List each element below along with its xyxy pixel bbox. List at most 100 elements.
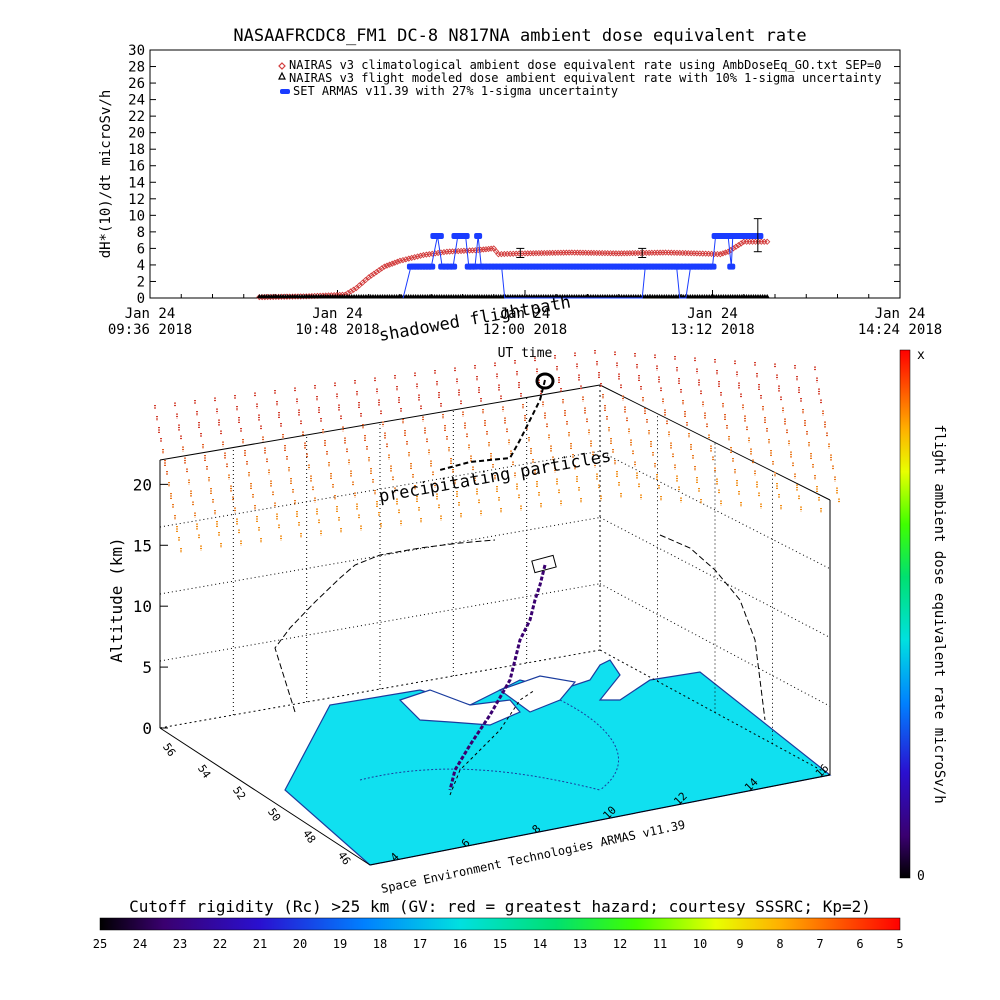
data-point-climatological bbox=[764, 238, 771, 245]
data-point-climatological bbox=[417, 252, 424, 259]
data-point-climatological bbox=[443, 248, 451, 255]
rigidity-tick-label: 24 bbox=[133, 937, 147, 951]
data-point-climatological bbox=[735, 241, 742, 249]
legend-entry-modeled: NAIRAS v3 flight modeled dose ambient eq… bbox=[289, 71, 881, 85]
data-point-armas bbox=[474, 233, 483, 239]
alt-tick-label: 20 bbox=[133, 475, 152, 494]
lat-tick-label: 56 bbox=[160, 741, 178, 759]
rigidity-bar-label: Cutoff rigidity (Rc) >25 km (GV: red = g… bbox=[129, 897, 871, 916]
axis-line bbox=[599, 384, 831, 501]
y-tick-label: 28 bbox=[128, 60, 145, 76]
data-point-climatological bbox=[440, 248, 448, 256]
data-point-climatological bbox=[449, 248, 456, 255]
data-point-climatological bbox=[466, 247, 473, 254]
alt-tick-label: 15 bbox=[133, 536, 152, 555]
rigidity-tick-label: 20 bbox=[293, 937, 307, 951]
data-point-climatological bbox=[460, 247, 468, 254]
y-tick-label: 2 bbox=[137, 274, 145, 290]
map-sea bbox=[398, 689, 521, 726]
data-point-climatological bbox=[381, 263, 388, 270]
data-point-climatological bbox=[391, 259, 398, 266]
y-axis-label: dH*(10)/dt microSv/h bbox=[98, 90, 114, 259]
grid-line bbox=[599, 450, 831, 570]
rigidity-tick-label: 12 bbox=[613, 937, 627, 951]
data-point-climatological bbox=[457, 247, 465, 255]
rigidity-tick-label: 8 bbox=[776, 937, 783, 951]
altitude-ticks: 0 5 10 15 20 bbox=[133, 475, 168, 738]
data-point-climatological bbox=[488, 245, 495, 252]
data-point-armas bbox=[435, 233, 444, 239]
data-point-climatological bbox=[482, 246, 490, 253]
data-point-climatological bbox=[399, 256, 407, 264]
legend: NAIRAS v3 climatological ambient dose eq… bbox=[278, 58, 881, 98]
chart-title: NASAAFRCDC8_FM1 DC-8 N817NA ambient dose… bbox=[233, 26, 806, 46]
dose-colorbar: x 0 flight ambient dose equivalent rate … bbox=[899, 348, 947, 884]
data-point-climatological bbox=[485, 245, 492, 253]
rigidity-tick-label: 18 bbox=[373, 937, 387, 951]
rigidity-tick-label: 11 bbox=[653, 937, 667, 951]
y-tick-label: 26 bbox=[128, 76, 145, 92]
data-point-armas bbox=[427, 263, 436, 270]
y-tick-label: 10 bbox=[128, 208, 145, 224]
axis-line bbox=[369, 774, 831, 866]
rigidity-tick-label: 23 bbox=[173, 937, 187, 951]
data-point-climatological bbox=[402, 256, 409, 263]
data-point-climatological bbox=[386, 261, 393, 268]
rigidity-tick-label: 22 bbox=[213, 937, 227, 951]
data-point-climatological bbox=[738, 240, 745, 247]
y-tick-label: 16 bbox=[128, 159, 145, 175]
rigidity-tick-label: 13 bbox=[573, 937, 587, 951]
data-point-climatological bbox=[717, 251, 724, 258]
data-point-climatological bbox=[359, 279, 366, 286]
latitude-ticks: 56 54 52 50 48 46 bbox=[160, 741, 353, 868]
y-tick-label: 6 bbox=[137, 241, 145, 257]
x-tick-label: Jan 24 bbox=[875, 306, 926, 322]
rigidity-tick-label: 16 bbox=[453, 937, 467, 951]
x-axis-label: UT time bbox=[498, 346, 553, 361]
colorbar-bottom-label: 0 bbox=[917, 869, 925, 884]
x-tick-label: 09:36 2018 bbox=[108, 322, 192, 338]
rigidity-tick-label: 9 bbox=[736, 937, 743, 951]
data-point-climatological bbox=[469, 247, 476, 254]
flight-path-3d bbox=[531, 554, 557, 574]
axis-line bbox=[159, 727, 371, 866]
data-point-climatological bbox=[383, 262, 391, 269]
y-tick-label: 14 bbox=[128, 175, 145, 191]
lat-tick-label: 52 bbox=[230, 784, 248, 802]
rigidity-tick-label: 5 bbox=[896, 937, 903, 951]
data-point-climatological bbox=[405, 255, 412, 262]
data-point-climatological bbox=[432, 250, 439, 257]
data-point-climatological bbox=[420, 251, 427, 259]
alt-tick-label: 5 bbox=[142, 658, 152, 677]
colorbar-gradient bbox=[899, 349, 911, 879]
data-point-climatological bbox=[437, 249, 445, 256]
precipitating-particles-dots bbox=[154, 350, 840, 553]
data-point-climatological bbox=[411, 254, 418, 261]
shadow-path-top bbox=[439, 379, 546, 471]
data-point-climatological bbox=[362, 276, 369, 284]
rigidity-tick-label: 17 bbox=[413, 937, 427, 951]
alt-tick-label: 10 bbox=[133, 597, 152, 616]
y-tick-label: 8 bbox=[137, 225, 145, 241]
data-point-climatological bbox=[408, 254, 415, 262]
y-tick-label: 24 bbox=[128, 93, 145, 109]
data-point-climatological bbox=[730, 245, 737, 252]
grid-line bbox=[159, 450, 601, 528]
lat-tick-label: 46 bbox=[335, 849, 353, 867]
data-point-armas bbox=[461, 233, 470, 239]
data-point-armas bbox=[708, 263, 717, 270]
y-tick-label: 12 bbox=[128, 192, 145, 208]
legend-entry-armas: SET ARMAS v11.39 with 27% 1-sigma uncert… bbox=[293, 84, 618, 98]
x-tick-label: 10:48 2018 bbox=[295, 322, 379, 338]
map-contour bbox=[359, 768, 601, 791]
map-contour bbox=[559, 699, 619, 791]
rigidity-tick-label: 15 bbox=[493, 937, 507, 951]
lat-tick-label: 54 bbox=[195, 762, 213, 781]
data-point-armas bbox=[755, 233, 764, 239]
flight-path-3d-plot: shadowed flightpath precipitating partic… bbox=[107, 292, 840, 896]
map-sea-north bbox=[498, 675, 577, 713]
data-point-climatological bbox=[732, 243, 740, 250]
data-point-climatological bbox=[480, 246, 487, 253]
x-tick-label: Jan 24 bbox=[312, 306, 363, 322]
